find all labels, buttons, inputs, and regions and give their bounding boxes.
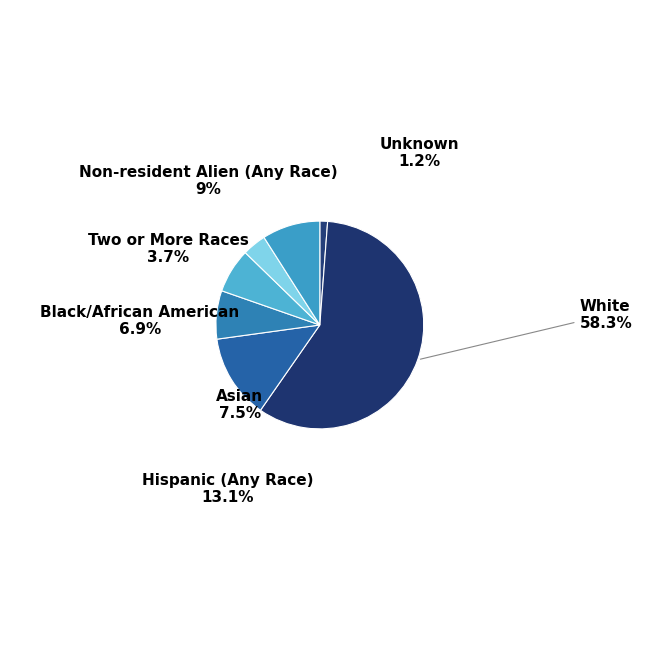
Text: Non-resident Alien (Any Race)
9%: Non-resident Alien (Any Race) 9% — [79, 165, 337, 198]
Wedge shape — [245, 237, 320, 325]
Wedge shape — [264, 221, 320, 325]
Wedge shape — [261, 222, 424, 429]
Wedge shape — [217, 325, 320, 410]
Text: Unknown
1.2%: Unknown 1.2% — [380, 137, 460, 170]
Text: Two or More Races
3.7%: Two or More Races 3.7% — [88, 233, 248, 265]
Wedge shape — [320, 221, 328, 325]
Text: White
58.3%: White 58.3% — [421, 299, 632, 359]
Wedge shape — [216, 291, 320, 339]
Text: Asian
7.5%: Asian 7.5% — [216, 389, 263, 421]
Wedge shape — [222, 253, 320, 325]
Text: Hispanic (Any Race)
13.1%: Hispanic (Any Race) 13.1% — [142, 473, 314, 505]
Text: Black/African American
6.9%: Black/African American 6.9% — [40, 305, 240, 337]
